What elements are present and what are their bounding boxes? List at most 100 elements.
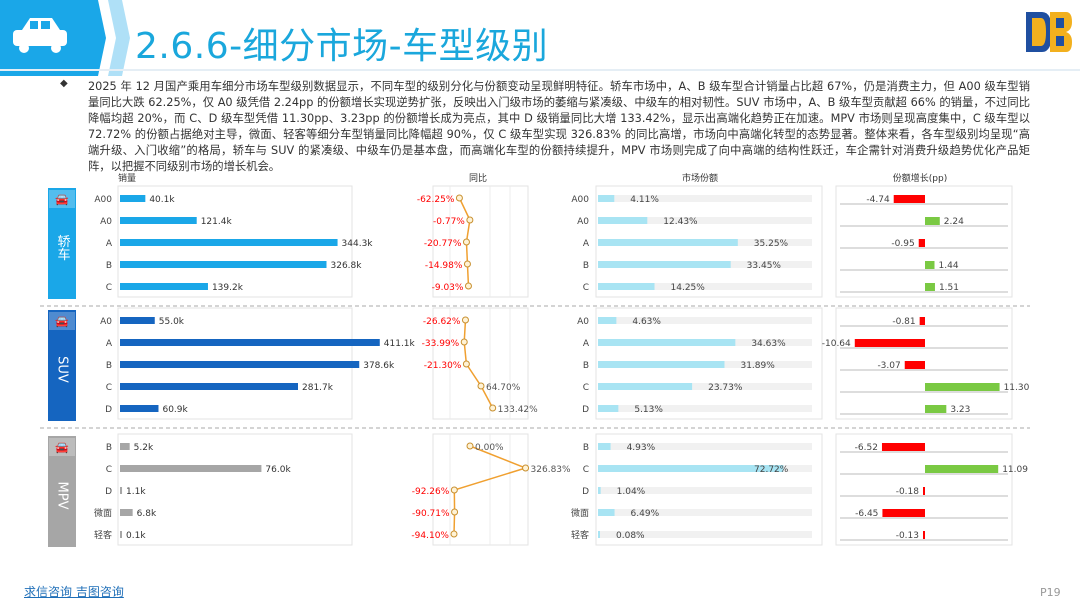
share-label: 33.45%	[747, 261, 782, 271]
share-label: 12.43%	[663, 217, 698, 227]
share-label: 4.93%	[627, 443, 656, 453]
share-change-bar	[925, 383, 1000, 391]
sales-bar	[120, 283, 208, 290]
yoy-point	[462, 238, 470, 246]
sales-bar	[120, 239, 338, 246]
yoy-point	[466, 216, 474, 224]
yoy-label: -9.03%	[432, 283, 464, 293]
panel-frame-sales-2	[117, 433, 353, 546]
share-change-label: 1.51	[939, 283, 959, 293]
yoy-label: 0.00%	[475, 443, 504, 453]
category-label-share: D	[582, 487, 589, 497]
category-label-sales: 轻客	[94, 529, 112, 541]
segment-tab-icon-bg-1	[49, 312, 75, 330]
share-change-label: -0.13	[896, 531, 919, 541]
share-change-label: -10.64	[822, 339, 851, 349]
share-label: 1.04%	[617, 487, 646, 497]
page-number: P19	[1040, 586, 1061, 599]
car-icon: 🚘	[55, 441, 69, 454]
yoy-label: 64.70%	[486, 383, 521, 393]
yoy-label: -94.10%	[411, 531, 449, 541]
segment-tab-2	[48, 436, 76, 547]
sales-label: 411.1k	[384, 339, 416, 349]
sales-bar	[120, 465, 262, 472]
share-track	[598, 531, 812, 538]
share-change-bar	[918, 239, 925, 247]
category-label-share: C	[583, 383, 589, 393]
share-change-label: -0.81	[892, 317, 915, 327]
share-change-label: -0.18	[896, 487, 920, 497]
panel-frame-yoy-0	[432, 185, 529, 298]
share-change-bar	[925, 217, 940, 225]
share-bar	[598, 283, 655, 290]
share-change-label: 2.24	[944, 217, 964, 227]
segment-tab-icon-bg-2	[49, 438, 75, 456]
sales-label: 378.6k	[363, 361, 395, 371]
yoy-point	[455, 194, 463, 202]
panel-frame-chg-2	[835, 433, 1013, 546]
share-bar	[598, 239, 738, 246]
yoy-label: -14.98%	[425, 261, 463, 271]
sales-bar	[120, 217, 197, 224]
category-label-share: A	[583, 239, 590, 249]
sales-label: 40.1k	[149, 195, 175, 205]
sales-bar	[120, 317, 155, 324]
bullet-mark: ◆	[60, 78, 68, 89]
footer-links[interactable]: 求信咨询 吉图咨询	[24, 585, 124, 599]
yoy-point	[466, 442, 474, 450]
category-label-share: 微面	[571, 507, 589, 519]
share-change-bar	[923, 487, 925, 495]
panel-frame-chg-1	[835, 307, 1013, 420]
category-label-share: B	[583, 361, 589, 371]
category-label-sales: B	[106, 261, 112, 271]
share-track	[598, 443, 812, 450]
share-track	[598, 509, 812, 516]
car-icon	[13, 18, 67, 53]
share-change-label: 11.09	[1002, 465, 1028, 475]
share-change-label: -6.52	[855, 443, 878, 453]
yoy-point	[460, 338, 468, 346]
category-label-sales: B	[106, 443, 112, 453]
brand-logo	[1022, 6, 1074, 58]
panel-header-yoy: 同比	[469, 172, 487, 184]
segment-tab-1	[48, 310, 76, 421]
category-label-sales: D	[105, 405, 112, 415]
category-label-share: A	[583, 339, 590, 349]
share-change-bar	[925, 261, 935, 269]
share-track	[598, 283, 812, 290]
category-label-share: B	[583, 443, 589, 453]
category-label-share: B	[583, 261, 589, 271]
share-track	[598, 405, 812, 412]
category-label-share: 轻客	[571, 529, 589, 541]
share-change-label: -6.45	[855, 509, 878, 519]
share-change-bar	[925, 283, 935, 291]
share-bar	[598, 261, 731, 268]
share-label: 35.25%	[754, 239, 789, 249]
sales-label: 76.0k	[265, 465, 291, 475]
share-change-label: -4.74	[866, 195, 890, 205]
panel-frame-share-0	[595, 185, 823, 298]
category-label-sales: A0	[100, 217, 112, 227]
share-change-label: 1.44	[939, 261, 959, 271]
car-icon: 🚘	[55, 193, 69, 206]
sales-label: 60.9k	[162, 405, 188, 415]
share-bar	[598, 317, 617, 324]
share-bar	[598, 443, 611, 450]
summary-paragraph: 2025 年 12 月国产乘用车细分市场车型级别数据显示，不同车型的级别分化与份…	[88, 80, 1030, 173]
panel-frame-share-2	[595, 433, 823, 546]
category-label-share: D	[582, 405, 589, 415]
share-change-bar	[854, 339, 925, 347]
share-change-bar	[893, 195, 925, 203]
category-label-sales: A0	[100, 317, 112, 327]
sales-label: 6.8k	[137, 509, 157, 519]
segment-tab-0	[48, 188, 76, 299]
share-label: 5.13%	[634, 405, 663, 415]
category-label-share: C	[583, 283, 589, 293]
sales-bar	[120, 487, 123, 494]
category-label-share: A00	[571, 195, 589, 205]
share-track	[598, 317, 812, 324]
share-bar	[598, 361, 725, 368]
share-label: 34.63%	[751, 339, 786, 349]
yoy-label: -26.62%	[423, 317, 461, 327]
sales-bar	[120, 405, 159, 412]
